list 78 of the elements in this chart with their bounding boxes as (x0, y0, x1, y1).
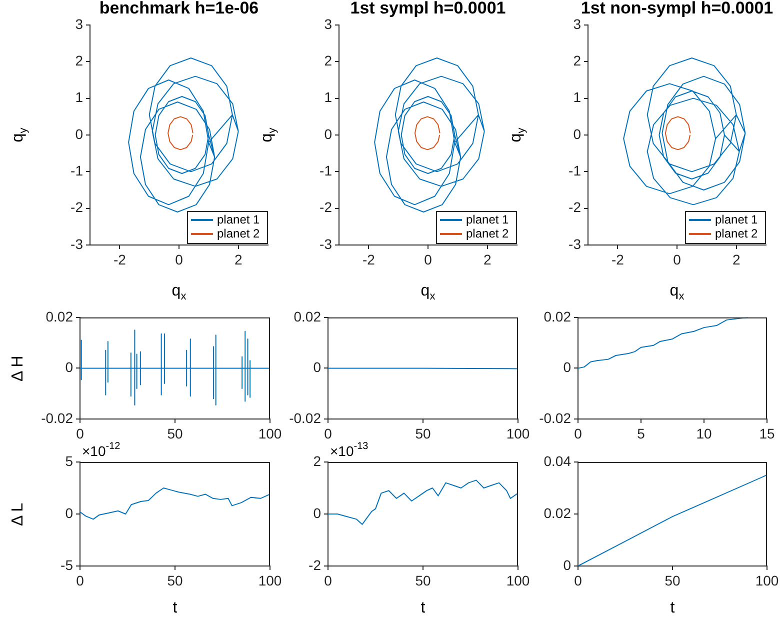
x-tick-label: 50 (664, 572, 680, 588)
y-tick-label: -2 (320, 199, 332, 216)
legend-label: planet 1 (217, 212, 260, 226)
x-tick-label: 10 (696, 425, 712, 442)
y-tick-label: -5 (60, 556, 74, 573)
x-tick-label: 100 (755, 572, 779, 588)
y-tick-label: 0.02 (544, 308, 572, 324)
legend-label: planet 2 (466, 226, 510, 240)
y-tick-label: 0 (324, 126, 332, 142)
x-tick-label: 2 (732, 251, 740, 268)
y-tick-label: 0 (65, 359, 74, 376)
x-tick-label: 2 (234, 251, 242, 268)
y-tick-label: 5 (65, 452, 74, 469)
y-axis-title: qy (258, 127, 279, 142)
x-tick-label: 100 (506, 425, 530, 442)
y-tick-label: -0.02 (289, 410, 322, 426)
y-tick-label: -1 (320, 162, 332, 179)
legend-label: planet 2 (217, 226, 260, 240)
y-tick-label: 0 (65, 504, 74, 521)
y-tick-label: 0.02 (544, 504, 572, 521)
x-tick-label: 0 (175, 251, 184, 268)
y-tick-label: 0 (313, 359, 322, 376)
y-tick-label: -1 (70, 162, 84, 179)
y-tick-label: 2 (573, 52, 582, 69)
y-tick-label: -3 (70, 236, 84, 252)
y-axis-title: Δ H (9, 356, 26, 382)
y-tick-label: -3 (320, 236, 332, 252)
y-tick-label: 0 (563, 359, 572, 376)
chart-title: 1st non-sympl h=0.0001 (580, 0, 774, 18)
y-tick-label: 0 (573, 126, 582, 142)
x-tick-label: 50 (167, 425, 183, 442)
y-axis-title: qy (9, 127, 30, 142)
x-tick-label: 50 (415, 572, 431, 588)
x-tick-label: 15 (759, 425, 775, 442)
y-tick-label: -1 (568, 162, 582, 179)
legend-label: planet 1 (466, 212, 510, 226)
x-tick-label: 2 (483, 251, 492, 268)
y-tick-label: 1 (573, 89, 582, 106)
x-axis-title: t (172, 599, 178, 616)
chart-title: benchmark h=1e-06 (99, 0, 259, 18)
y-tick-label: -3 (568, 236, 582, 252)
y-tick-label: 2 (324, 52, 332, 69)
y-tick-label: 1 (324, 89, 332, 106)
y-tick-label: 1 (75, 89, 84, 106)
x-tick-label: 100 (506, 572, 530, 588)
x-tick-label: 50 (415, 425, 431, 442)
y-tick-label: -2 (308, 556, 322, 573)
x-tick-label: -2 (113, 251, 126, 268)
legend-label: planet 1 (715, 212, 758, 226)
y-tick-label: 3 (75, 16, 84, 32)
x-axis-title: t (420, 599, 426, 616)
y-tick-label: 0.02 (46, 308, 74, 324)
y-tick-label: 2 (75, 52, 84, 69)
y-axis-title: qy (507, 127, 528, 142)
y-tick-label: 0.02 (294, 308, 322, 324)
x-tick-label: -2 (611, 251, 624, 268)
x-tick-label: -2 (362, 251, 376, 268)
y-tick-label: -2 (568, 199, 582, 216)
y-tick-label: -0.02 (539, 410, 572, 426)
y-tick-label: 0 (75, 126, 84, 142)
x-tick-label: 100 (258, 425, 282, 442)
chart-title: 1st sympl h=0.0001 (350, 0, 506, 18)
y-tick-label: 2 (313, 452, 322, 469)
y-tick-label: 0 (313, 504, 322, 521)
y-tick-label: 0 (563, 556, 572, 573)
legend-label: planet 2 (715, 226, 758, 240)
y-tick-label: 3 (324, 16, 332, 32)
x-tick-label: 5 (637, 425, 646, 442)
y-tick-label: 3 (573, 16, 582, 32)
x-tick-label: 0 (673, 251, 682, 268)
y-tick-label: -0.02 (41, 410, 74, 426)
x-tick-label: 100 (258, 572, 282, 588)
x-axis-title: t (670, 599, 676, 616)
x-tick-label: 0 (424, 251, 432, 268)
y-tick-label: -2 (70, 199, 84, 216)
y-axis-title: Δ L (9, 502, 26, 526)
x-tick-label: 50 (167, 572, 183, 588)
y-tick-label: 0.04 (544, 452, 572, 469)
